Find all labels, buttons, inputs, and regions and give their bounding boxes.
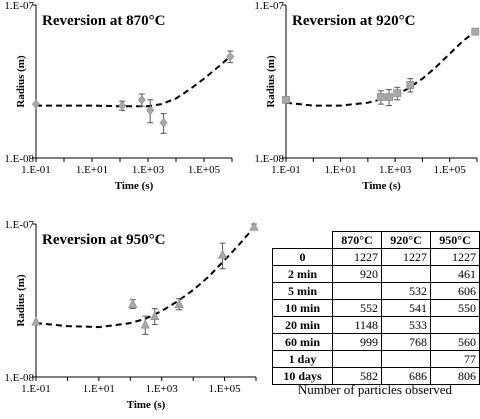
table-cell: 606	[430, 282, 480, 300]
data-point-square	[376, 93, 385, 102]
data-point-square	[471, 27, 480, 36]
table-col-header: 950°C	[430, 231, 480, 249]
data-point-square	[282, 95, 290, 104]
table-cell: 560	[430, 333, 480, 351]
particle-count-table: 870°C 920°C 950°C 0 1227 1227 1227 2 min 920 4…	[272, 231, 480, 385]
table-cell: 920	[332, 265, 382, 283]
table-cell: 768	[381, 333, 431, 351]
data-point-square	[406, 81, 415, 89]
x-tick-label: 1.E-01	[21, 383, 51, 395]
table-cell	[381, 350, 431, 368]
table-cell: 1227	[332, 248, 382, 266]
table-cell: 1148	[332, 316, 382, 334]
x-tick-label: 1.E+05	[434, 164, 467, 176]
chart-title: Reversion at 950°C	[42, 232, 165, 248]
table-col-header: 870°C	[332, 231, 382, 249]
table-header-row: 870°C 920°C 950°C	[272, 231, 480, 249]
x-tick-label: 1.E+03	[146, 383, 179, 395]
data-point-triangle	[174, 298, 184, 308]
y-axis-label: Radius (m)	[15, 55, 27, 108]
fit-curve	[35, 226, 255, 329]
data-point-diamond	[137, 95, 146, 105]
x-tick-label: 1.E+01	[76, 164, 108, 176]
data-point-diamond	[118, 100, 127, 111]
table-row: 60 min 999 768 560	[272, 333, 480, 351]
x-axis-label: Time (s)	[362, 180, 401, 192]
table-cell: 1227	[430, 248, 480, 266]
data-point-diamond	[226, 51, 235, 62]
data-point-diamond	[32, 99, 40, 109]
table-cell	[381, 265, 431, 283]
table-cell	[332, 350, 382, 368]
x-tick-label: 1.E-01	[21, 164, 51, 176]
data-point-square	[385, 93, 393, 102]
table-corner-cell	[272, 231, 333, 249]
x-tick-label: 1.E-01	[271, 164, 301, 176]
x-axis-label: Time (s)	[127, 399, 166, 411]
table-cell: 541	[381, 299, 431, 317]
y-tick-label: 1.E-07	[254, 0, 284, 12]
table-row: 2 min 920 461	[272, 265, 480, 283]
y-tick-label: 1.E-08	[4, 153, 34, 165]
table-row-label: 0	[272, 248, 333, 266]
table-row-label: 10 min	[272, 299, 333, 317]
table-row-label: 5 min	[272, 282, 333, 300]
table-col-header: 920°C	[381, 231, 431, 249]
chart-title: Reversion at 870°C	[42, 13, 165, 29]
x-tick-label: 1.E+05	[188, 164, 221, 176]
y-tick-label: 1.E-07	[4, 219, 34, 231]
y-axis-label: Radius (m)	[265, 55, 277, 108]
data-point-square	[393, 89, 402, 98]
table-cell: 77	[430, 350, 480, 368]
table-cell: 552	[332, 299, 382, 317]
table-row-label: 2 min	[272, 265, 333, 283]
table-cell: 999	[332, 333, 382, 351]
table-cell: 686	[381, 367, 431, 385]
particle-count-table-wrapper: 870°C 920°C 950°C 0 1227 1227 1227 2 min 920 4…	[272, 231, 480, 385]
table-row: 0 1227 1227 1227	[272, 248, 480, 266]
x-axis-label: Time (s)	[115, 180, 154, 192]
data-point-triangle	[249, 221, 259, 231]
x-tick-label: 1.E+03	[132, 164, 165, 176]
table-row-label: 20 min	[272, 316, 333, 334]
table-row: 10 min 552 541 550	[272, 299, 480, 317]
data-point-triangle	[140, 319, 150, 329]
table-cell: 1227	[381, 248, 431, 266]
x-tick-label: 1.E+03	[379, 164, 412, 176]
table-caption: Number of particles observed	[297, 382, 453, 397]
y-tick-label: 1.E-08	[254, 153, 284, 165]
table-cell: 806	[430, 367, 480, 385]
table-row: 5 min 532 606	[272, 282, 480, 300]
table-cell: 532	[381, 282, 431, 300]
chart-title: Reversion at 920°C	[292, 13, 415, 29]
table-row: 10 days 582 686 806	[272, 367, 480, 385]
table-row: 1 day 77	[272, 350, 480, 368]
table-row-label: 10 days	[272, 367, 333, 385]
data-point-diamond	[159, 118, 168, 128]
table-row-label: 1 day	[272, 350, 333, 368]
table-row: 20 min 1148 533	[272, 316, 480, 334]
y-tick-label: 1.E-07	[4, 0, 34, 12]
data-point-diamond	[146, 105, 155, 115]
fit-curve	[36, 55, 231, 108]
table-cell: 461	[430, 265, 480, 283]
table-cell: 533	[381, 316, 431, 334]
x-tick-label: 1.E+05	[208, 383, 241, 395]
y-tick-label: 1.E-08	[4, 372, 34, 384]
y-axis-label: Radius (m)	[15, 274, 27, 327]
table-cell: 550	[430, 299, 480, 317]
data-point-triangle	[150, 310, 160, 321]
x-tick-label: 1.E+01	[324, 164, 356, 176]
table-cell: 582	[332, 367, 382, 385]
data-point-triangle	[128, 298, 138, 308]
data-point-triangle	[217, 249, 228, 259]
x-tick-label: 1.E+01	[83, 383, 115, 395]
table-row-label: 60 min	[272, 333, 333, 351]
table-cell	[332, 282, 382, 300]
data-point-triangle	[31, 316, 41, 326]
table-cell	[430, 316, 480, 334]
